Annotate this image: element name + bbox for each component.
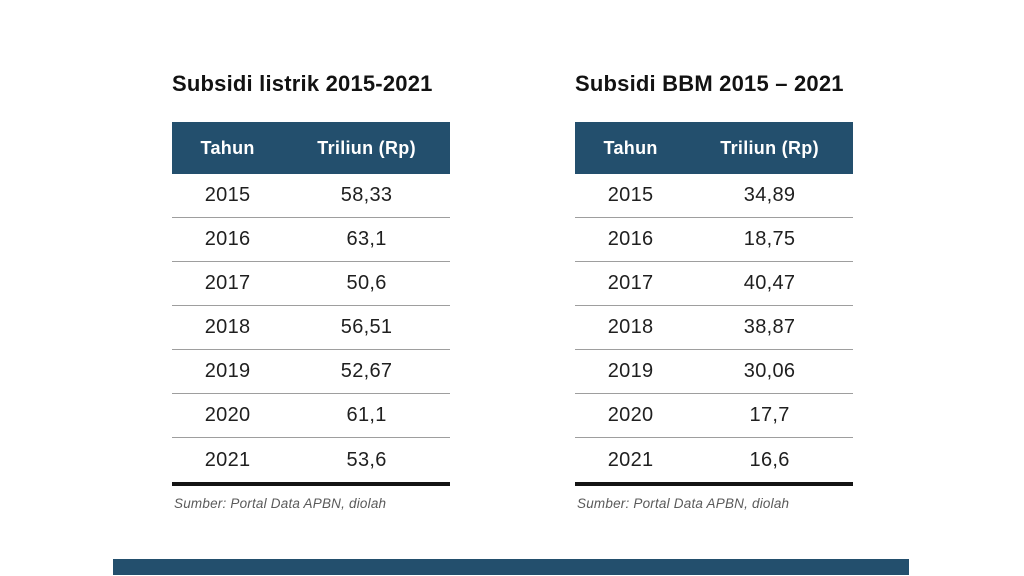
table-body-bbm: 2015 34,89 2016 18,75 2017 40,47 2018 38,87 2019… <box>575 174 853 486</box>
table-row: 2018 38,87 <box>575 306 853 350</box>
year-cell: 2019 <box>607 360 654 382</box>
table-row: 2016 63,1 <box>172 218 450 262</box>
source-note-bbm: Sumber: Portal Data APBN, diolah <box>577 496 790 511</box>
table-row: 2021 16,6 <box>575 438 853 482</box>
column-header-triliun: Triliun (Rp) <box>317 137 416 158</box>
year-cell: 2016 <box>204 228 251 250</box>
subsidi-bbm-table-group: Subsidi BBM 2015 – 2021 Tahun Triliun (R… <box>575 0 853 576</box>
year-cell: 2021 <box>204 448 251 471</box>
footer-accent-bar <box>113 559 909 575</box>
column-header-triliun: Triliun (Rp) <box>720 137 819 158</box>
value-cell: 50,6 <box>346 272 387 294</box>
value-cell: 53,6 <box>346 448 387 471</box>
value-cell: 18,75 <box>743 228 796 250</box>
table-row: 2015 34,89 <box>575 174 853 218</box>
value-cell: 61,1 <box>346 404 387 426</box>
table-row: 2017 50,6 <box>172 262 450 306</box>
year-cell: 2015 <box>607 184 654 206</box>
table-row: 2019 30,06 <box>575 350 853 394</box>
value-cell: 30,06 <box>743 360 796 382</box>
table-header-listrik: Tahun Triliun (Rp) <box>172 122 450 174</box>
value-cell: 38,87 <box>743 316 796 338</box>
value-cell: 40,47 <box>743 272 796 294</box>
year-cell: 2018 <box>607 316 654 338</box>
table-row: 2021 53,6 <box>172 438 450 482</box>
column-header-tahun: Tahun <box>603 137 658 158</box>
table-title-listrik: Subsidi listrik 2015-2021 <box>172 71 433 96</box>
value-cell: 34,89 <box>743 184 796 206</box>
source-note-listrik: Sumber: Portal Data APBN, diolah <box>174 496 387 511</box>
table-row: 2016 18,75 <box>575 218 853 262</box>
year-cell: 2020 <box>204 404 251 426</box>
subsidi-listrik-table-group: Subsidi listrik 2015-2021 Tahun Triliun … <box>172 0 450 576</box>
table-row: 2019 52,67 <box>172 350 450 394</box>
value-cell: 58,33 <box>340 184 393 206</box>
value-cell: 16,6 <box>749 448 790 471</box>
value-cell: 56,51 <box>340 316 393 338</box>
year-cell: 2017 <box>607 272 654 294</box>
year-cell: 2015 <box>204 184 251 206</box>
table-title-bbm: Subsidi BBM 2015 – 2021 <box>575 71 844 96</box>
value-cell: 52,67 <box>340 360 393 382</box>
year-cell: 2017 <box>204 272 251 294</box>
year-cell: 2021 <box>607 448 654 471</box>
year-cell: 2019 <box>204 360 251 382</box>
year-cell: 2018 <box>204 316 251 338</box>
table-body-listrik: 2015 58,33 2016 63,1 2017 50,6 2018 56,51 2019 52… <box>172 174 450 486</box>
table-row: 2018 56,51 <box>172 306 450 350</box>
table-row: 2015 58,33 <box>172 174 450 218</box>
table-row: 2020 61,1 <box>172 394 450 438</box>
column-header-tahun: Tahun <box>200 137 255 158</box>
value-cell: 63,1 <box>346 228 387 250</box>
year-cell: 2020 <box>607 404 654 426</box>
value-cell: 17,7 <box>749 404 790 426</box>
table-row: 2017 40,47 <box>575 262 853 306</box>
year-cell: 2016 <box>607 228 654 250</box>
table-header-bbm: Tahun Triliun (Rp) <box>575 122 853 174</box>
table-row: 2020 17,7 <box>575 394 853 438</box>
